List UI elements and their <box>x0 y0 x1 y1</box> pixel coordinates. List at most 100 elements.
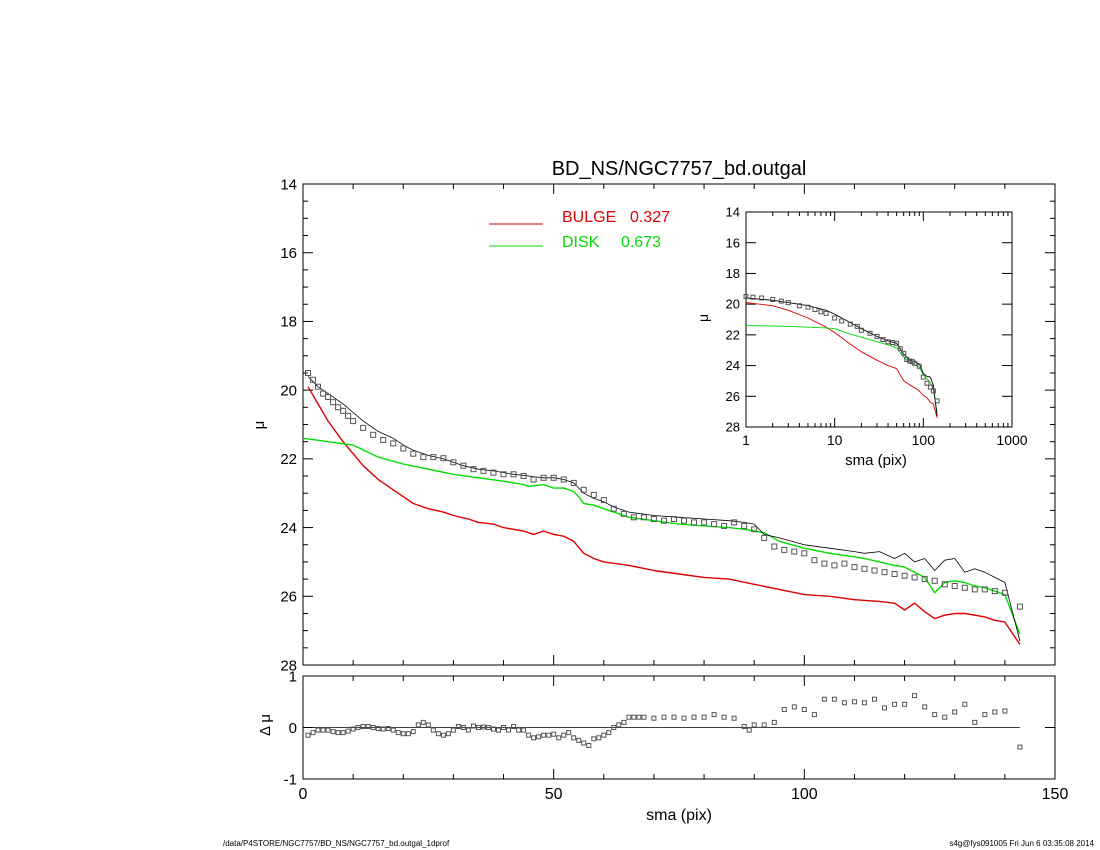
main-data-point <box>1016 603 1023 610</box>
main-data-point <box>841 560 848 567</box>
inset-data-point <box>812 307 818 312</box>
residual-residual-point <box>631 714 637 720</box>
residual-residual-point <box>430 727 436 733</box>
inset-data-point <box>912 360 918 366</box>
residual-residual-point <box>912 693 918 699</box>
residual-residual-point <box>455 724 461 729</box>
residual-residual-point <box>410 729 416 735</box>
main-ytick-label: 20 <box>280 382 297 399</box>
main-data-point <box>520 473 527 479</box>
residual-residual-point <box>345 728 351 734</box>
residual-residual-point <box>611 725 617 730</box>
inset-ytick-label: 20 <box>726 297 740 312</box>
inset-data-point <box>847 321 853 327</box>
main-data-point <box>650 516 657 522</box>
main-plot: 14 16 18 20 22 24 26 28 <box>280 176 1056 674</box>
main-data-point <box>921 576 928 583</box>
residual-residual-point <box>325 727 331 733</box>
inset-data-point <box>897 346 903 352</box>
inset-data-point <box>823 310 829 316</box>
main-data-point <box>640 514 647 521</box>
main-ytick-label: 28 <box>280 657 297 674</box>
main-ytick-label: 24 <box>280 520 297 537</box>
main-data-point <box>490 469 497 476</box>
residual-xtick-label: 0 <box>299 786 308 803</box>
main-data-point <box>991 588 998 595</box>
inset-data-point <box>916 363 922 369</box>
legend-disk-value: 0.673 <box>621 234 661 251</box>
residual-residual-point <box>601 732 607 738</box>
main-data-point <box>400 445 407 452</box>
footer-file-path: /data/P4STORE/NGC7757/BD_NS/NGC7757_bd.o… <box>223 839 450 848</box>
main-data-point <box>370 431 377 438</box>
main-data-point <box>961 584 968 591</box>
residual-residual-point <box>771 719 777 725</box>
main-data-point <box>901 572 908 579</box>
chart-title: BD_NS/NGC7757_bd.outgal <box>552 158 807 180</box>
residual-residual-point <box>801 707 807 712</box>
inset-xtick-label: 10 <box>827 432 843 448</box>
residual-residual-point <box>721 714 727 720</box>
main-data-point <box>721 522 728 529</box>
residual-residual-point <box>445 731 451 737</box>
residual-residual-point <box>626 714 632 720</box>
residual-residual-point <box>741 724 747 729</box>
main-data-point <box>701 519 708 526</box>
inset-ytick-label: 22 <box>726 327 740 342</box>
main-data-point <box>881 569 888 576</box>
inset-data-point <box>785 300 791 306</box>
residual-residual-point <box>400 731 406 737</box>
main-data-point <box>460 462 467 469</box>
inset-data-point <box>759 295 765 301</box>
main-data-point <box>791 548 798 555</box>
inset-data-point <box>907 358 913 364</box>
residual-residual-point <box>365 724 371 729</box>
residual-residual-point <box>606 730 612 736</box>
residual-x-axis-label: sma (pix) <box>646 807 712 824</box>
residual-residual-point <box>591 736 597 742</box>
main-data-point <box>600 497 607 504</box>
residual-residual-point <box>435 731 441 737</box>
residual-residual-point <box>390 727 396 733</box>
inset-data-point <box>778 298 784 304</box>
residual-residual-point <box>831 696 837 702</box>
inset-xtick-label: 1000 <box>996 432 1027 448</box>
main-total-line <box>307 376 1021 642</box>
residual-residual-point <box>491 726 496 732</box>
main-data-point <box>1001 589 1008 596</box>
residual-residual-point <box>420 719 426 725</box>
residual-residual-point <box>621 719 627 725</box>
residual-residual-point <box>962 701 968 707</box>
main-data-point <box>540 474 547 481</box>
residual-residual-point <box>526 732 532 738</box>
residual-residual-point <box>496 727 501 733</box>
inset-ytick-label: 28 <box>726 420 740 435</box>
residual-residual-point <box>350 726 356 732</box>
residual-residual-point <box>536 734 542 740</box>
residual-xtick-label: 150 <box>1042 786 1069 803</box>
residual-residual-point <box>476 725 481 730</box>
main-data-point <box>500 471 507 478</box>
inset-data-point <box>934 398 940 404</box>
inset-xtick-label: 1 <box>742 432 750 448</box>
inset-data-point <box>839 318 845 324</box>
residual-residual-point <box>596 735 602 741</box>
main-data-point <box>831 562 838 569</box>
residual-residual-point <box>636 714 642 720</box>
main-data-point <box>620 510 627 517</box>
legend: BULGE 0.327 DISK 0.673 <box>489 209 670 251</box>
main-data-point <box>661 517 667 524</box>
residual-residual-point <box>375 726 381 731</box>
residual-residual-point <box>751 722 757 728</box>
main-data-point <box>711 521 718 528</box>
main-ytick-label: 18 <box>280 314 297 331</box>
main-data-point <box>861 565 868 572</box>
residual-residual-point <box>486 725 491 730</box>
inset-data-point <box>930 388 936 394</box>
inset-total-line <box>745 297 938 417</box>
main-data-point <box>320 390 327 397</box>
residual-residual-point <box>395 730 401 736</box>
inset-x-axis-label: sma (pix) <box>845 452 907 469</box>
inset-data-point <box>874 333 880 339</box>
main-data-point <box>941 581 948 588</box>
